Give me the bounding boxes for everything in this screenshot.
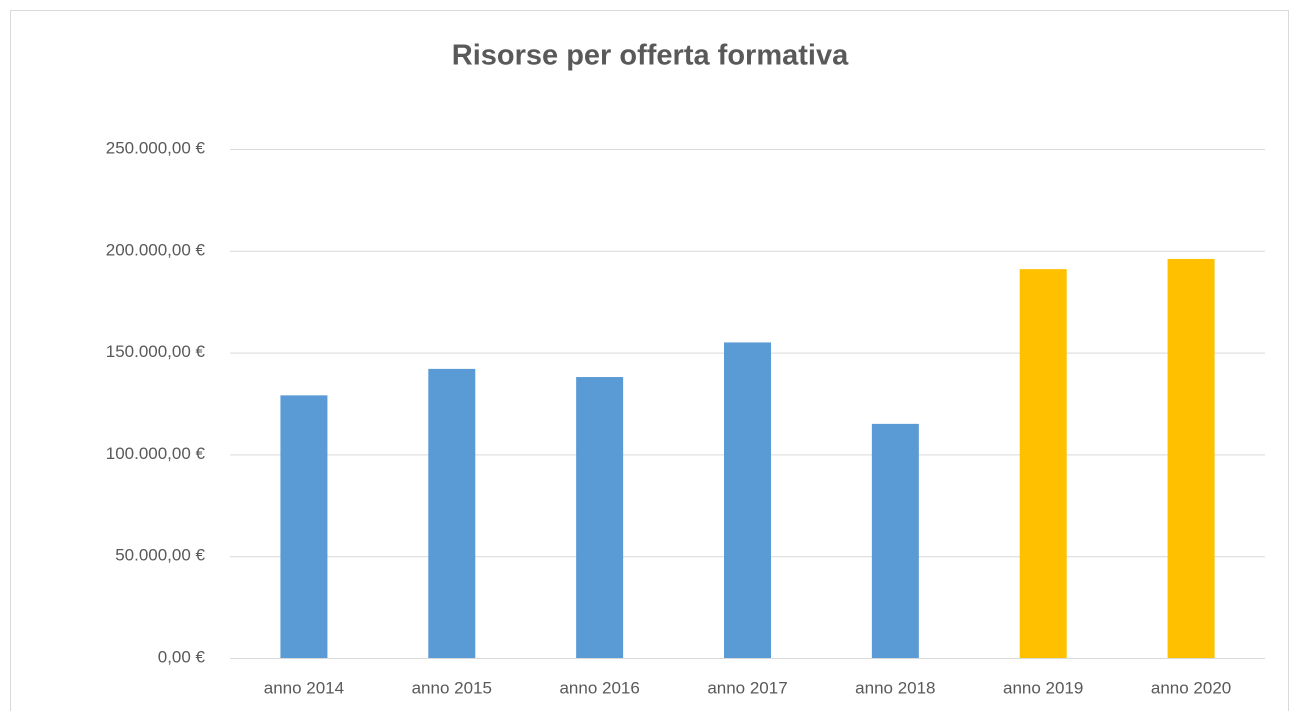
bar <box>576 377 624 658</box>
y-tick-label: 100.000,00 € <box>106 444 206 463</box>
bar <box>1167 258 1215 658</box>
y-tick-label: 50.000,00 € <box>115 546 205 565</box>
x-tick-label: anno 2020 <box>1151 678 1231 697</box>
y-tick-label: 150.000,00 € <box>106 342 206 361</box>
x-tick-label: anno 2015 <box>412 678 492 697</box>
bar <box>1019 269 1067 658</box>
bar <box>871 423 919 658</box>
x-tick-label: anno 2019 <box>1003 678 1083 697</box>
x-tick-label: anno 2018 <box>855 678 935 697</box>
y-tick-label: 250.000,00 € <box>106 138 206 157</box>
x-tick-label: anno 2017 <box>707 678 787 697</box>
x-tick-label: anno 2014 <box>264 678 344 697</box>
y-tick-label: 0,00 € <box>158 647 206 666</box>
bar <box>280 395 328 658</box>
y-tick-label: 200.000,00 € <box>106 240 206 259</box>
bar <box>428 368 476 658</box>
chart-frame <box>10 10 1289 711</box>
chart-title: Risorse per offerta formativa <box>452 40 849 72</box>
bar <box>724 342 771 658</box>
x-tick-label: anno 2016 <box>559 678 639 697</box>
